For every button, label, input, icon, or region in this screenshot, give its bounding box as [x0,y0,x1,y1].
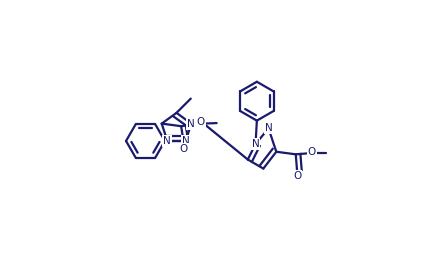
Text: O: O [308,147,316,157]
Text: O: O [180,144,188,154]
Text: N: N [265,123,272,133]
Text: N: N [252,139,259,149]
Text: N: N [163,136,171,146]
Text: N: N [182,136,190,146]
Text: O: O [293,171,301,181]
Text: O: O [196,117,205,127]
Text: N: N [187,119,195,129]
